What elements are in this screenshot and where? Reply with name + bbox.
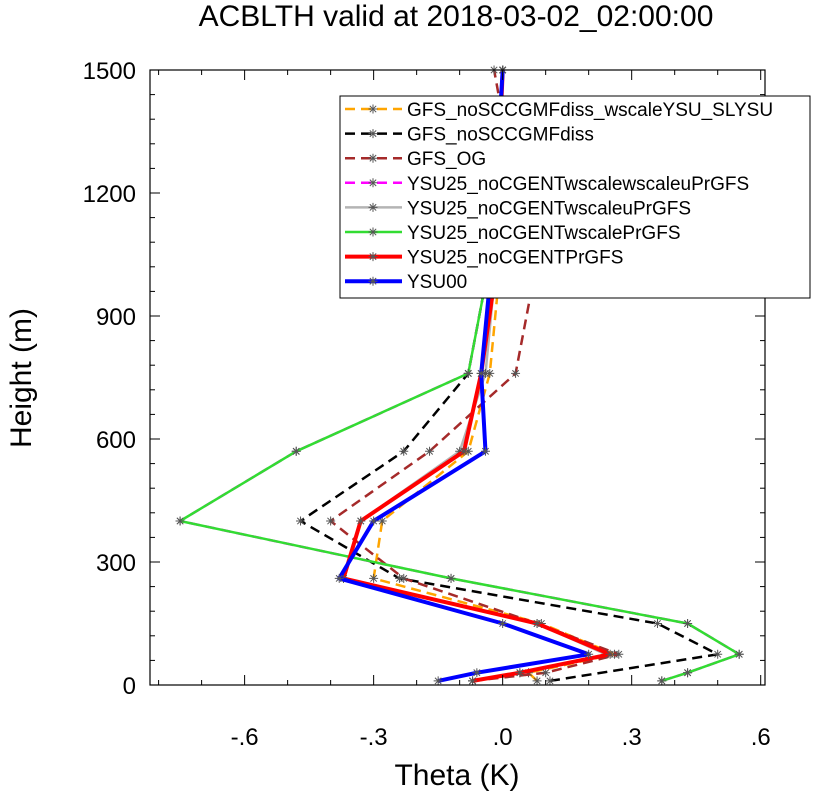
legend: GFS_noSCCGMFdiss_wscaleYSU_SLYSU GFS_noSC… [339, 95, 811, 299]
legend-label: GFS_OG [407, 149, 486, 170]
legend-marker [368, 252, 378, 262]
y-tick-label: 1500 [83, 58, 136, 85]
x-tick-label: -.3 [360, 724, 388, 751]
data-point [369, 573, 379, 583]
data-point [657, 676, 667, 686]
chart-title: ACBLTH valid at 2018-03-02_02:00:00 [199, 0, 714, 33]
data-point [480, 446, 490, 456]
legend-marker [368, 104, 378, 114]
data-point [498, 619, 508, 628]
data-point [296, 516, 306, 526]
data-point [713, 649, 723, 659]
data-point [468, 676, 478, 686]
legend-label: YSU25_noCGENTwscaleuPrGFS [407, 198, 691, 219]
series-line [341, 69, 613, 683]
data-point [377, 516, 387, 526]
data-point [734, 649, 744, 659]
data-point [614, 649, 624, 659]
y-tick-label: 0 [123, 673, 136, 700]
axis-layer: -.6 -.3 .0 .3 .6 0 300 600 900 1200 1500 [83, 58, 771, 751]
data-point [369, 516, 379, 526]
x-tick-label: .3 [622, 724, 642, 751]
legend-entry: GFS_noSCCGMFdiss [345, 125, 594, 146]
legend-box [339, 95, 811, 299]
data-point [326, 516, 336, 526]
x-tick-label: -.6 [231, 724, 259, 751]
legend-label: GFS_noSCCGMFdiss [407, 125, 594, 146]
series-layer [175, 65, 744, 686]
data-point [472, 668, 482, 678]
y-tick-label: 900 [96, 304, 136, 331]
legend-entry: GFS_noSCCGMFdiss_wscaleYSU_SLYSU [345, 100, 773, 121]
y-tick-label: 600 [96, 427, 136, 454]
legend-entry: YSU25_noCGENTwscalewscaleuPrGFS [345, 174, 749, 195]
legend-entry: GFS_OG [345, 149, 486, 170]
data-point [291, 446, 301, 456]
data-point [433, 676, 443, 686]
data-point [532, 619, 542, 628]
data-point [399, 573, 409, 583]
legend-marker [368, 129, 378, 139]
data-point [356, 516, 366, 526]
y-axis-label: Height (m) [5, 308, 38, 448]
data-point [515, 668, 525, 678]
series-line [178, 69, 741, 683]
legend-label: YSU25_noCGENTPrGFS [407, 248, 623, 269]
legend-label: YSU25_noCGENTwscalewscaleuPrGFS [407, 174, 749, 195]
y-tick-label: 1200 [83, 181, 136, 208]
series-line [337, 69, 591, 683]
x-tick-label: .6 [751, 724, 771, 751]
legend-marker [368, 202, 378, 212]
legend-entry: YSU00 [345, 272, 467, 293]
plot-frame [149, 69, 766, 686]
data-point [605, 649, 615, 659]
plot-area: -.6 -.3 .0 .3 .6 0 300 600 900 1200 1500 [83, 58, 771, 751]
legend-marker [368, 153, 378, 163]
legend-entry: YSU25_noCGENTwscaleuPrGFS [345, 198, 691, 219]
legend-entry: YSU25_noCGENTPrGFS [345, 248, 623, 269]
data-point [652, 619, 662, 628]
legend-marker [368, 178, 378, 188]
data-point [683, 619, 693, 628]
y-tick-label: 300 [96, 550, 136, 577]
data-point [175, 516, 185, 526]
data-point [541, 668, 551, 678]
legend-marker [368, 276, 378, 286]
data-point [532, 676, 542, 686]
data-point [425, 446, 435, 456]
data-point [683, 668, 693, 678]
x-axis-label: Theta (K) [394, 759, 519, 792]
data-point [399, 446, 409, 456]
data-point [584, 649, 594, 659]
series-line [329, 69, 621, 683]
data-point [545, 676, 555, 686]
data-point [446, 573, 456, 583]
legend-entry: YSU25_noCGENTwscalePrGFS [345, 223, 681, 244]
data-point [334, 573, 344, 583]
data-point [459, 446, 469, 456]
legend-label: GFS_noSCCGMFdiss_wscaleYSU_SLYSU [407, 100, 773, 121]
legend-label: YSU00 [407, 272, 467, 293]
data-point [476, 368, 486, 378]
legend-marker [368, 227, 378, 237]
data-point [511, 368, 521, 378]
legend-label: YSU25_noCGENTwscalePrGFS [407, 223, 681, 244]
x-tick-label: .0 [493, 724, 513, 751]
data-point [463, 368, 473, 378]
